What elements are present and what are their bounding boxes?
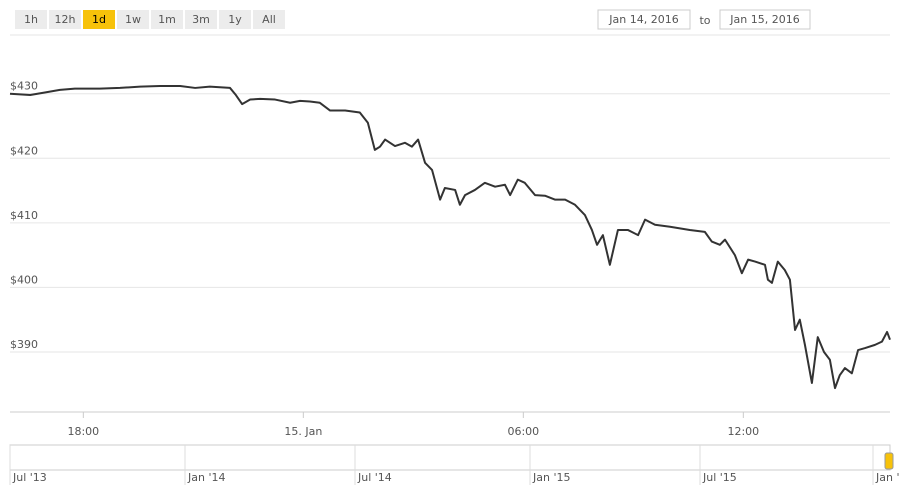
navigator[interactable]	[9, 444, 891, 471]
y-tick-label: $390	[10, 338, 38, 351]
to-label: to	[699, 14, 710, 27]
range-button-label[interactable]: 1m	[158, 13, 176, 26]
x-tick-label: 06:00	[507, 425, 539, 438]
from-input[interactable]	[597, 9, 691, 30]
range-button-label[interactable]: All	[262, 13, 276, 26]
y-tick-label: $410	[10, 209, 38, 222]
range-button[interactable]	[15, 10, 47, 29]
range-button-label[interactable]: 12h	[55, 13, 76, 26]
range-button[interactable]	[151, 10, 183, 29]
range-button[interactable]	[117, 10, 149, 29]
range-button-label[interactable]: 3m	[192, 13, 210, 26]
navigator-label: Jan '16	[875, 471, 900, 484]
x-tick-label: 18:00	[67, 425, 99, 438]
y-tick-label: $400	[10, 273, 38, 286]
range-button[interactable]	[219, 10, 251, 29]
x-tick-label: 12:00	[727, 425, 759, 438]
y-tick-label: $420	[10, 144, 38, 157]
range-button-label[interactable]: 1d	[92, 13, 106, 26]
range-button[interactable]	[253, 10, 285, 29]
from-date[interactable]: Jan 14, 2016	[608, 13, 678, 26]
navigator-handle[interactable]	[884, 452, 894, 470]
range-button[interactable]	[185, 10, 217, 29]
range-button-label[interactable]: 1w	[125, 13, 141, 26]
to-input[interactable]	[719, 9, 811, 30]
x-tick-label: 15. Jan	[284, 425, 322, 438]
navigator-label: Jul '15	[702, 471, 737, 484]
to-date[interactable]: Jan 15, 2016	[729, 13, 799, 26]
range-button[interactable]	[83, 10, 115, 29]
y-tick-label: $430	[10, 80, 38, 93]
price-line	[9, 84, 891, 390]
range-button-label[interactable]: 1y	[228, 13, 242, 26]
navigator-label: Jul '14	[357, 471, 392, 484]
navigator-label: Jan '15	[532, 471, 570, 484]
navigator-label: Jan '14	[187, 471, 225, 484]
navigator-label: Jul '13	[12, 471, 47, 484]
range-button-label[interactable]: 1h	[24, 13, 38, 26]
range-button[interactable]	[49, 10, 81, 29]
